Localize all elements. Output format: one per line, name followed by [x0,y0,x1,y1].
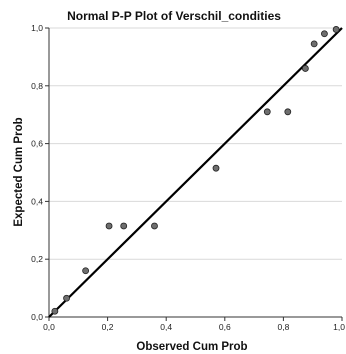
y-tick-label: 0,4 [31,196,43,206]
data-point [310,40,318,48]
y-tick-label: 0,6 [31,139,43,149]
x-tick-label: 0,8 [277,322,289,332]
x-tick-label: 0,6 [219,322,231,332]
data-point [212,164,220,172]
data-point [82,267,90,275]
data-point [332,26,340,33]
y-tick-label: 0,0 [31,312,43,322]
data-point [321,30,328,38]
reference-line-layer [48,27,343,318]
grid-layer [49,27,342,260]
x-axis-label: Observed Cum Prob [136,341,247,353]
tick-layer: 0,0 0,2 0,4 0,6 0,8 1,0 0,0 0,2 0,4 0,6 0,8 1,0 [31,23,345,332]
x-tick-label: 0,2 [102,322,114,332]
data-point [301,65,309,72]
y-tick-label: 1,0 [31,23,43,33]
data-point [284,108,292,116]
chart-title: Normal P-P Plot of Verschil_condities [67,9,281,23]
y-tick-label: 0,2 [31,254,43,264]
data-point [105,222,113,230]
y-tick-label: 0,8 [31,81,43,91]
y-axis-label: Expected Cum Prob [13,117,25,226]
data-point [63,294,70,302]
x-tick-label: 0,4 [160,322,172,332]
data-point [120,222,128,230]
x-tick-label: 1,0 [333,322,345,332]
data-point [151,222,158,230]
point-layer [51,26,340,315]
axis-layer [48,28,342,318]
reference-line [48,27,343,318]
x-tick-label: 0,0 [43,322,55,332]
data-point [51,307,59,315]
data-point [263,108,271,116]
